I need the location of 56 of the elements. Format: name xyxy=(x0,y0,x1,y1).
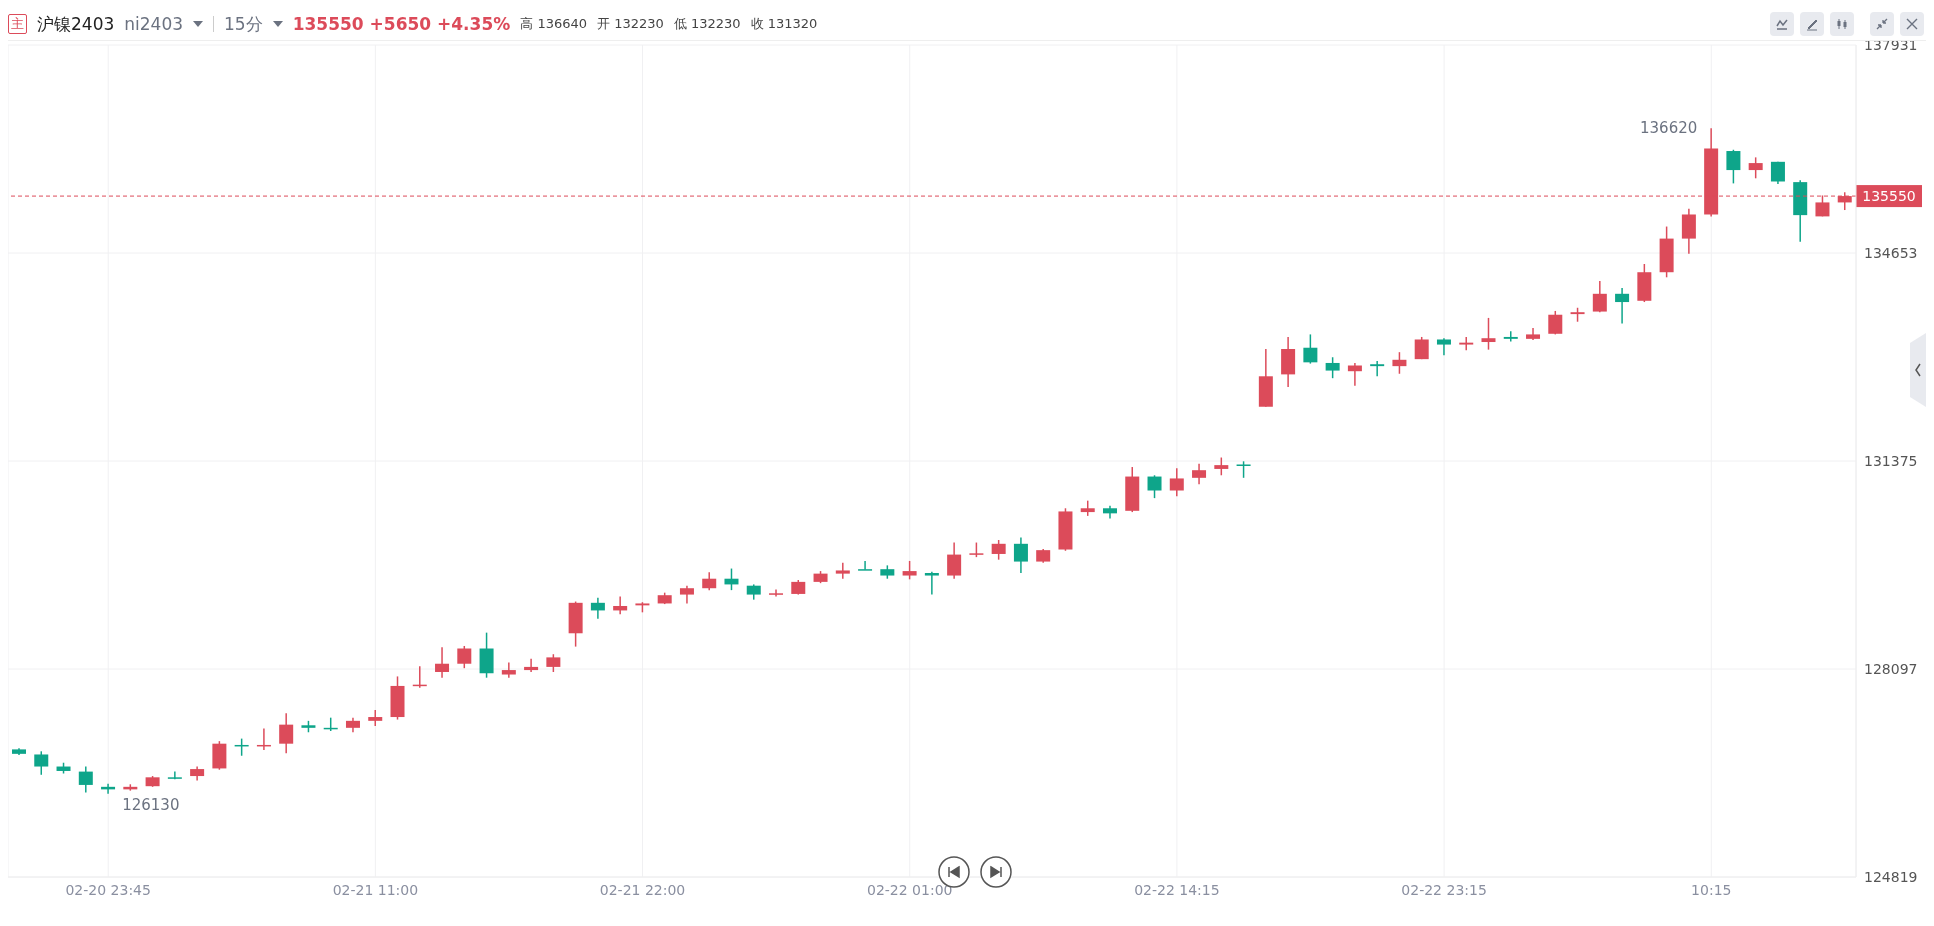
candlestick xyxy=(1726,149,1741,185)
candlestick xyxy=(1303,333,1318,365)
candlestick xyxy=(858,560,873,571)
candlestick xyxy=(947,541,962,580)
chart-title: 沪镍2403 xyxy=(37,12,115,36)
x-tick-label: 02-21 22:00 xyxy=(599,881,686,898)
x-tick-label: 02-20 23:45 xyxy=(65,881,151,898)
candlestick xyxy=(1325,356,1340,379)
text: 主 xyxy=(8,14,27,34)
candlestick xyxy=(835,562,850,580)
candlestick xyxy=(1169,467,1184,497)
candlestick xyxy=(78,765,93,794)
candlestick xyxy=(524,657,539,673)
candlestick xyxy=(457,645,472,669)
candlestick xyxy=(34,750,49,776)
candlestick xyxy=(501,661,516,679)
y-tick-label: 134653 xyxy=(1864,244,1918,261)
x-tick-label: 02-22 14:15 xyxy=(1134,881,1220,898)
candlestick xyxy=(1013,536,1028,574)
candlestick xyxy=(1592,280,1607,313)
text: 开 132230 xyxy=(597,15,664,33)
y-tick-label: 124819 xyxy=(1864,868,1918,885)
ref-line-label: 135550 xyxy=(1862,188,1916,205)
candlestick xyxy=(991,539,1006,561)
candlestick xyxy=(613,595,628,615)
candlestick xyxy=(1615,287,1630,325)
candlestick xyxy=(279,712,294,754)
x-tick-label: 02-21 11:00 xyxy=(332,881,419,898)
text: 高 136640 xyxy=(520,15,588,33)
chart-subtitle: ni2403 xyxy=(124,14,184,34)
text: 135550 +5650 +4.35% xyxy=(292,14,511,34)
x-tick-label: 02-22 01:00 xyxy=(866,881,953,898)
y-tick-label: 128097 xyxy=(1864,660,1918,677)
annotation: 126130 xyxy=(122,795,180,814)
candlestick xyxy=(1192,463,1207,485)
x-tick-label: 10:15 xyxy=(1691,881,1732,898)
annotation: 136620 xyxy=(1640,119,1698,138)
candlestick xyxy=(1748,156,1763,180)
candlestick xyxy=(590,596,605,620)
candlestick xyxy=(1503,330,1518,343)
candlestick xyxy=(1370,360,1385,378)
candlestick xyxy=(167,770,182,780)
candlestick xyxy=(1147,474,1162,499)
text: 低 132230 xyxy=(673,15,741,33)
y-tick-label: 131375 xyxy=(1864,452,1918,469)
candlestick xyxy=(902,560,917,581)
candlestick xyxy=(769,588,784,598)
candlestick xyxy=(1392,351,1407,375)
candlestick xyxy=(435,646,450,679)
x-tick-label: 02-22 23:15 xyxy=(1401,881,1487,898)
candlestick xyxy=(1459,336,1474,352)
candlestick xyxy=(924,570,939,596)
text: 15分 xyxy=(224,12,263,36)
candlestick xyxy=(368,709,383,727)
candlestick xyxy=(1481,317,1496,351)
text: 收 131320 xyxy=(750,15,818,33)
